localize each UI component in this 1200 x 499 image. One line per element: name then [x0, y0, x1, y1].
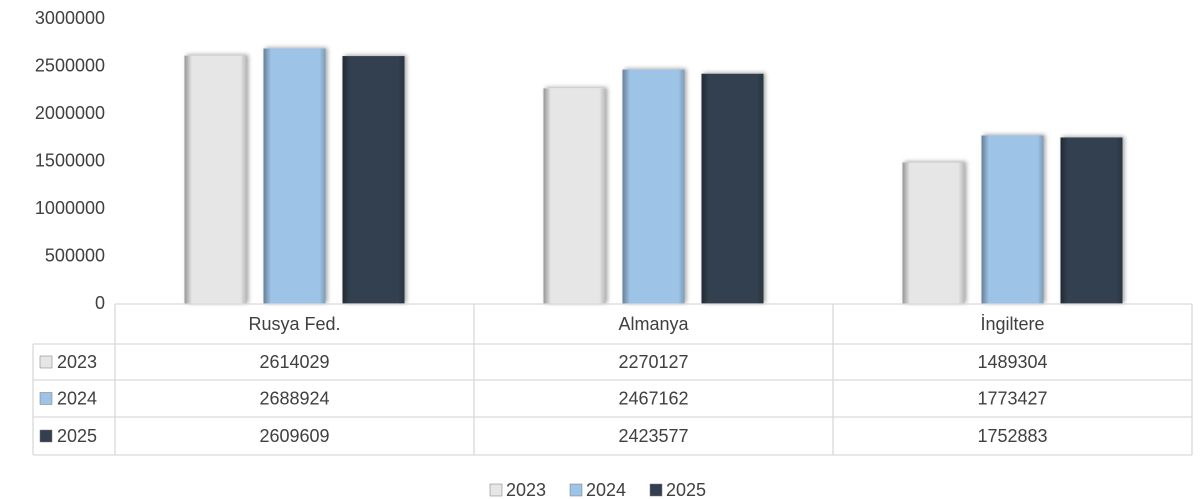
y-tick-label: 2500000	[35, 55, 105, 75]
table-key	[39, 392, 53, 405]
table-cell: 1489304	[977, 352, 1047, 372]
table-row-label: 2025	[57, 426, 97, 446]
x-tick-label: Rusya Fed.	[248, 314, 340, 334]
table-key	[39, 355, 53, 369]
table-row-label: 2024	[57, 388, 97, 408]
legend-key	[489, 483, 503, 497]
table-cell: 2270127	[618, 352, 688, 372]
table-key	[39, 429, 53, 443]
legend-label: 2025	[666, 480, 706, 499]
bar-shade	[701, 73, 764, 304]
table-cell: 1752883	[977, 426, 1047, 446]
legend-label: 2024	[586, 480, 626, 499]
table-cell: 2609609	[259, 426, 329, 446]
y-tick-label: 3000000	[35, 8, 105, 28]
bar-shade	[342, 56, 405, 305]
legend-label: 2023	[506, 480, 546, 499]
table-cell: 2614029	[259, 352, 329, 372]
table-row-label: 2023	[57, 352, 97, 372]
legend-key	[649, 483, 663, 497]
bar-shade	[902, 162, 965, 304]
bar-shade	[1060, 137, 1123, 304]
bar-shade	[622, 69, 685, 304]
y-tick-label: 1500000	[35, 150, 105, 170]
bar-shade	[263, 48, 326, 305]
bar-shade	[981, 135, 1044, 304]
y-tick-label: 2000000	[35, 103, 105, 123]
y-tick-label: 500000	[45, 245, 105, 265]
table-cell: 2688924	[259, 388, 329, 408]
y-tick-label: 1000000	[35, 198, 105, 218]
bar-shade	[184, 55, 247, 305]
y-tick-label: 0	[95, 293, 105, 313]
table-cell: 2423577	[618, 426, 688, 446]
table-cell: 2467162	[618, 388, 688, 408]
legend-key	[569, 483, 583, 497]
table-cell: 1773427	[977, 388, 1047, 408]
bar-shade	[543, 88, 606, 304]
x-tick-label: Almanya	[618, 314, 689, 334]
x-tick-label: İngiltere	[980, 314, 1044, 334]
